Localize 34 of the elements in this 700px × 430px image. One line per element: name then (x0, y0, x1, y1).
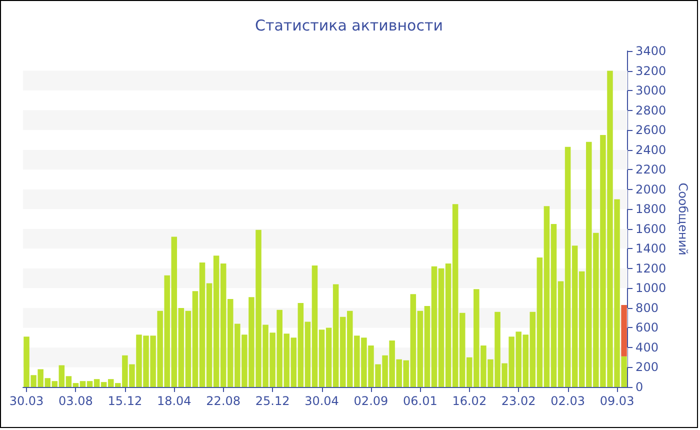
y-tick-label: 2400 (636, 142, 666, 157)
x-tick-label: 30.04 (304, 394, 339, 408)
x-tick-label: 23.02 (501, 394, 536, 408)
x-tick-label: 02.03 (550, 394, 585, 408)
y-tick-label: 1000 (636, 281, 666, 296)
x-tick-label: 30.03 (9, 394, 44, 408)
y-tick-label: 3000 (636, 84, 666, 98)
x-tick-label: 16.02 (452, 394, 487, 408)
y-tick-label: 3400 (636, 44, 666, 58)
x-tick-label: 18.04 (156, 394, 192, 408)
y-tick-label: 3200 (636, 64, 666, 78)
y-tick-label: 2800 (636, 103, 666, 118)
y-tick-label: 0 (636, 380, 644, 394)
y-tick-label: 1800 (636, 202, 666, 216)
y-tick-label: 2200 (636, 162, 666, 177)
y-tick-label: 2600 (636, 123, 666, 138)
bar (621, 304, 627, 356)
x-tick-label: 02.09 (354, 394, 388, 408)
y-tick-label: 800 (636, 300, 658, 315)
x-tick-label: 06.01 (403, 394, 438, 408)
y-tick-label: 1600 (636, 222, 666, 236)
y-tick-label: 400 (636, 340, 658, 354)
x-tick-label: 15.12 (108, 394, 142, 408)
x-tick-label: 03.08 (58, 394, 93, 408)
y-tick-label: 600 (636, 320, 658, 335)
x-tick-label: 09.03 (600, 394, 634, 408)
y-tick-label: 1200 (636, 261, 666, 276)
chart-title: Статистика активности (255, 16, 443, 34)
x-tick-label: 25.12 (255, 394, 290, 408)
y-tick-label: 1400 (636, 242, 666, 256)
y-tick-label: 200 (636, 360, 658, 374)
y-axis-title: Сообщений (676, 182, 690, 256)
x-tick-label: 22.08 (206, 394, 241, 408)
y-tick-label: 2000 (636, 182, 666, 196)
